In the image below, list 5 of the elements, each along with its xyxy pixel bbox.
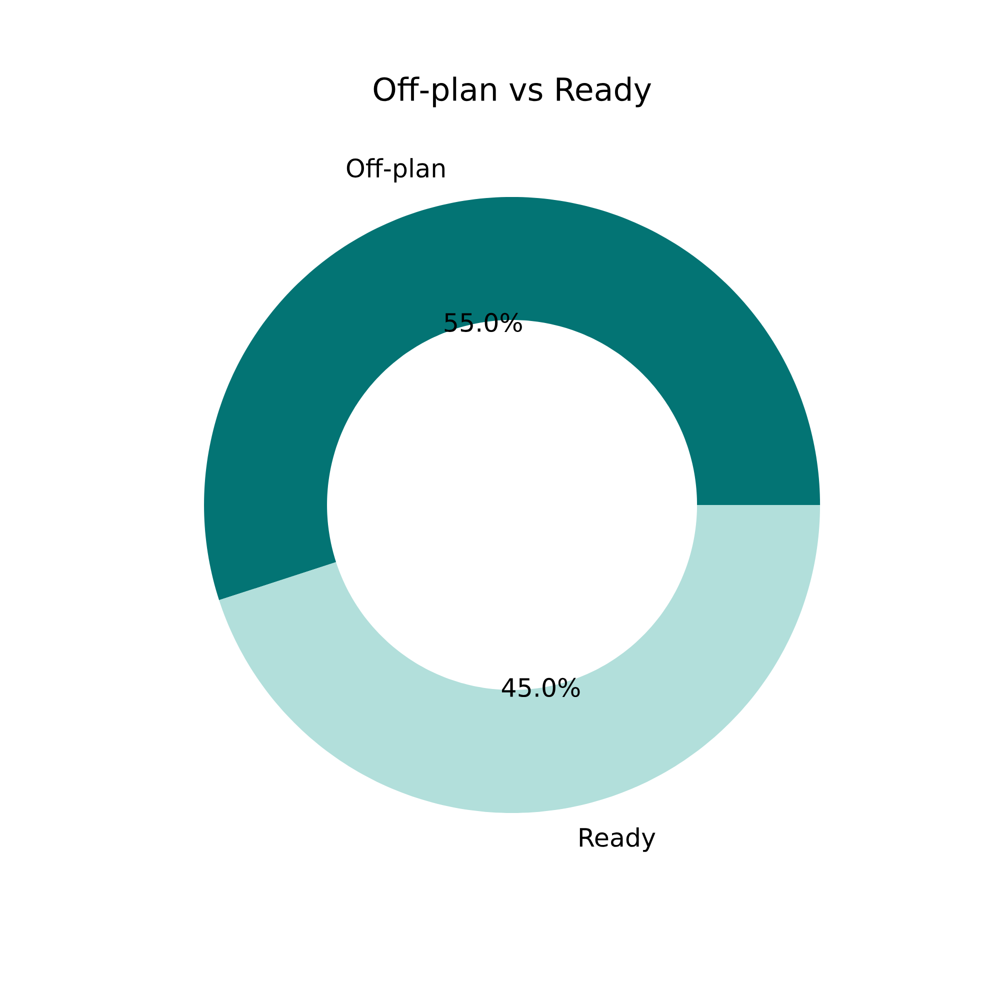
data-label: 55.0% [444,312,522,332]
slice-label: Off-plan [346,158,444,183]
data-label: 45.0% [502,678,580,698]
slice-label: Ready [580,827,656,852]
chart-title: Off-plan vs Ready [374,76,652,108]
